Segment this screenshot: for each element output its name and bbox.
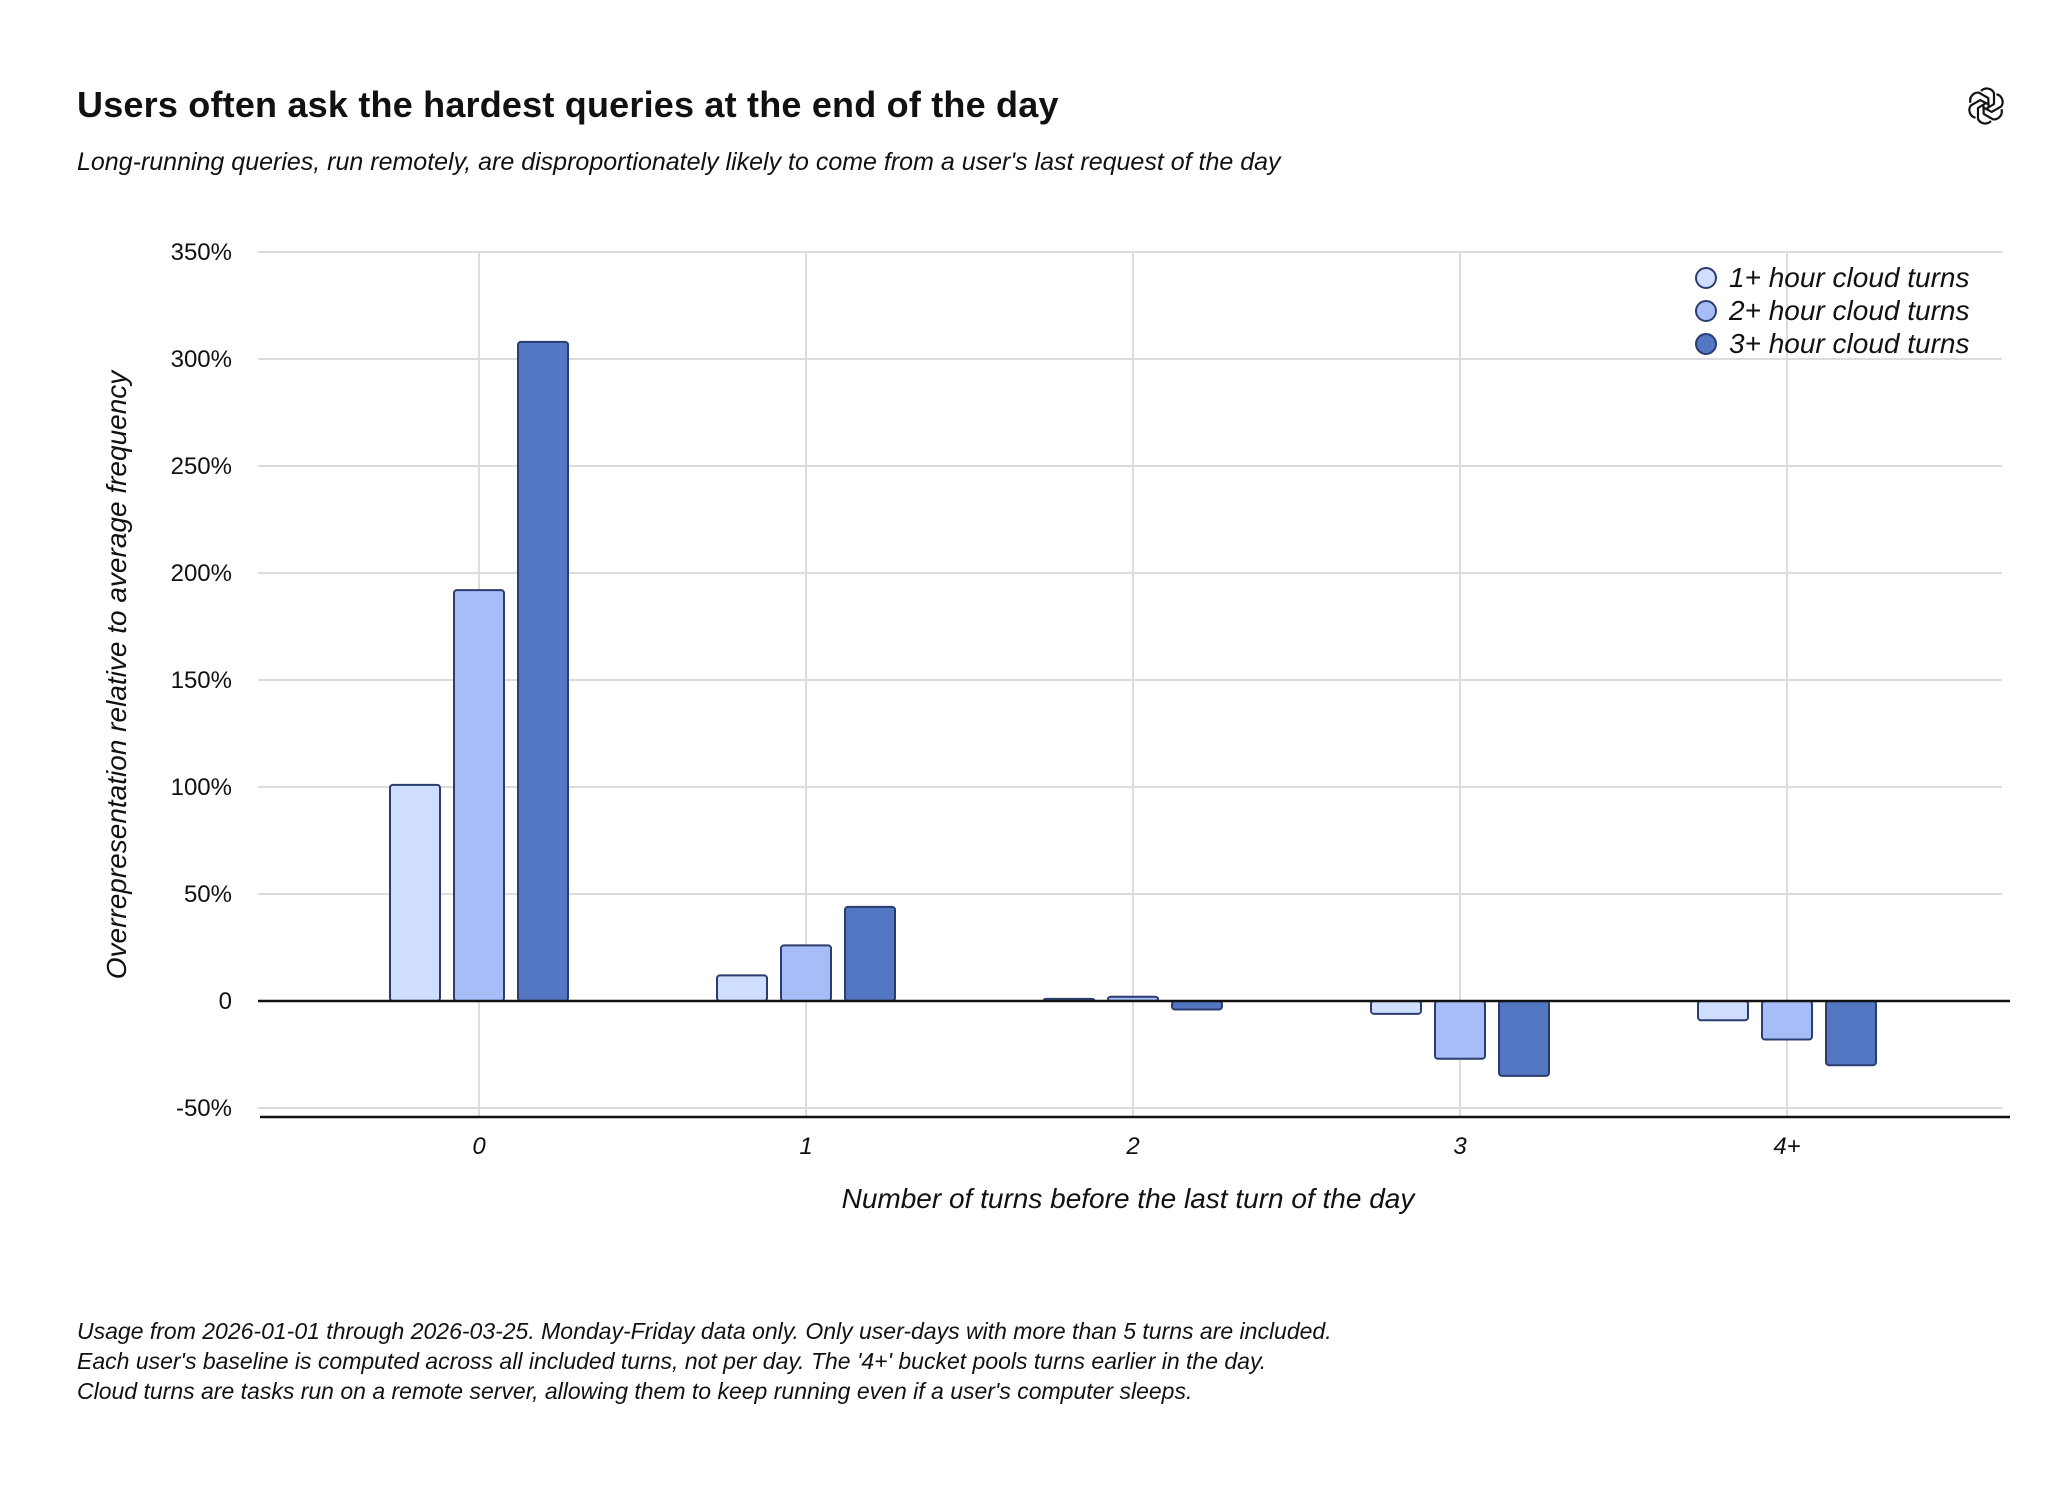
y-tick-label: 250%: [171, 453, 232, 480]
legend-label: 1+ hour cloud turns: [1729, 262, 1970, 293]
openai-logo-icon: [1968, 87, 2004, 125]
legend-swatch: [1695, 333, 1717, 355]
y-tick-label: 0: [219, 988, 232, 1015]
bar: [1171, 1000, 1223, 1011]
y-tick-label: 150%: [171, 667, 232, 694]
x-tick-label: 2: [1125, 1133, 1139, 1160]
x-tick-label: 4+: [1773, 1133, 1800, 1160]
x-tick-label: 0: [472, 1133, 486, 1160]
bar: [1761, 1000, 1813, 1041]
x-axis-label: Number of turns before the last turn of …: [842, 1183, 1417, 1214]
y-tick-label: 200%: [171, 560, 232, 587]
legend-swatch: [1695, 267, 1717, 289]
x-axis-ticks: 0 1 2 3 4+: [472, 1133, 1800, 1160]
x-tick-label: 3: [1453, 1133, 1467, 1160]
legend-swatch: [1695, 300, 1717, 322]
footnotes: Usage from 2026-01-01 through 2026-03-25…: [77, 1316, 1332, 1406]
legend-label: 2+ hour cloud turns: [1728, 295, 1970, 326]
bar: [1370, 1000, 1422, 1015]
footnote-line: Usage from 2026-01-01 through 2026-03-25…: [77, 1318, 1332, 1344]
y-tick-label: 100%: [171, 774, 232, 801]
x-tick-label: 1: [799, 1133, 812, 1160]
bar: [389, 783, 441, 1002]
bar: [716, 974, 768, 1003]
y-tick-label: 50%: [184, 881, 232, 908]
chart-title: Users often ask the hardest queries at t…: [77, 84, 1059, 125]
y-tick-label: 350%: [171, 239, 232, 266]
chart-subtitle: Long-running queries, run remotely, are …: [77, 148, 1281, 176]
axes: [258, 999, 2010, 1119]
bar: [453, 589, 505, 1002]
y-axis-label: Overrepresentation relative to average f…: [101, 369, 132, 980]
footnote-line: Cloud turns are tasks run on a remote se…: [77, 1378, 1193, 1404]
legend-label: 3+ hour cloud turns: [1729, 328, 1970, 359]
y-axis-ticks: -50% 0 50% 100% 150% 200% 250% 300% 350%: [171, 239, 232, 1122]
footnote-line: Each user's baseline is computed across …: [77, 1348, 1267, 1374]
bar: [780, 944, 832, 1002]
bar: [517, 340, 569, 1002]
y-tick-label: -50%: [176, 1095, 232, 1122]
bar: [1697, 1000, 1749, 1022]
bar: [1498, 1000, 1550, 1077]
bars: [389, 340, 1877, 1077]
bar: [1825, 1000, 1877, 1067]
bar: [844, 905, 896, 1003]
bar: [1434, 1000, 1486, 1060]
y-tick-label: 300%: [171, 346, 232, 373]
